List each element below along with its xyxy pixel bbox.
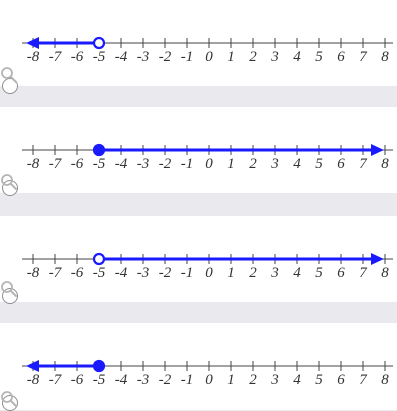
tick-label: 8: [381, 265, 389, 281]
tick-label: -2: [159, 265, 172, 281]
tick-label: 1: [227, 49, 235, 65]
tick-label: 6: [337, 49, 345, 65]
tick-label: -5: [93, 156, 106, 172]
tick-label: 7: [359, 156, 368, 172]
tick-label: 5: [315, 265, 323, 281]
tick-label: 4: [293, 372, 301, 388]
tick-label: 1: [227, 156, 235, 172]
tick-label: -5: [93, 372, 106, 388]
tick-label: -7: [49, 372, 63, 388]
tick-label: -8: [27, 49, 40, 65]
tick-label: -3: [137, 156, 150, 172]
radio-button-option-1[interactable]: [2, 78, 18, 94]
tick-label: -7: [49, 265, 63, 281]
arrow-head: [371, 253, 384, 265]
radio-button-option-2[interactable]: [2, 180, 18, 196]
tick-label: 8: [381, 49, 389, 65]
number-line-graph: -8 -7 -6 -5 -4 -3 -2 -1 0 1 2 3 4 5 6 7 8: [22, 36, 393, 65]
tick-label: -4: [115, 372, 128, 388]
tick-label: 2: [249, 156, 257, 172]
tick-label: -4: [115, 265, 128, 281]
tick-label: -2: [159, 49, 172, 65]
number-line-graph: -8 -7 -6 -5 -4 -3 -2 -1 0 1 2 3 4 5 6 7 8: [22, 143, 393, 172]
tick-label: 5: [315, 372, 323, 388]
open-endpoint: [92, 36, 106, 50]
arrow-head: [26, 37, 39, 49]
tick-label: 7: [359, 265, 368, 281]
answer-option-1[interactable]: -8 -7 -6 -5 -4 -3 -2 -1 0 1 2 3 4 5 6 7 8: [0, 0, 397, 94]
arrow-head: [371, 144, 384, 156]
tick-label: 0: [205, 372, 213, 388]
tick-label: 6: [337, 265, 345, 281]
answer-option-3[interactable]: -8 -7 -6 -5 -4 -3 -2 -1 0 1 2 3 4 5 6 7 8: [0, 216, 397, 304]
arrow-head: [26, 360, 39, 372]
tick-label: -1: [181, 372, 194, 388]
magnifier-icon[interactable]: [0, 390, 18, 408]
closed-endpoint: [92, 143, 106, 157]
tick-label: -1: [181, 156, 194, 172]
tick-label: 7: [359, 49, 368, 65]
tick-label: -7: [49, 49, 63, 65]
answer-option-4[interactable]: -8 -7 -6 -5 -4 -3 -2 -1 0 1 2 3 4 5 6 7 8: [0, 323, 397, 411]
tick-label: -8: [27, 156, 40, 172]
open-endpoint: [92, 252, 106, 266]
magnifier-icon[interactable]: [0, 280, 18, 298]
tick-label: -5: [93, 49, 106, 65]
tick-label: 1: [227, 372, 235, 388]
tick-label: 2: [249, 49, 257, 65]
tick-label: 0: [205, 156, 213, 172]
tick-label: -7: [49, 156, 63, 172]
tick-label: -4: [115, 156, 128, 172]
tick-label: 1: [227, 265, 235, 281]
tick-label: 4: [293, 265, 301, 281]
tick-label: -3: [137, 372, 150, 388]
tick-label: 0: [205, 265, 213, 281]
tick-label: -5: [93, 265, 106, 281]
tick-label: 5: [315, 156, 323, 172]
tick-label: -1: [181, 265, 194, 281]
tick-label: 3: [270, 156, 279, 172]
tick-label: -8: [27, 265, 40, 281]
tick-label: -6: [71, 372, 84, 388]
number-line-graph: -8 -7 -6 -5 -4 -3 -2 -1 0 1 2 3 4 5 6 7 8: [22, 252, 393, 281]
tick-label: -6: [71, 265, 84, 281]
tick-label: 8: [381, 156, 389, 172]
magnifier-icon[interactable]: [0, 173, 18, 191]
tick-label: -4: [115, 49, 128, 65]
tick-label: 3: [270, 372, 279, 388]
tick-label: -6: [71, 49, 84, 65]
tick-label: -2: [159, 156, 172, 172]
tick-label: 2: [249, 265, 257, 281]
number-line-graph: -8 -7 -6 -5 -4 -3 -2 -1 0 1 2 3 4 5 6 7 8: [22, 359, 393, 388]
closed-endpoint: [92, 359, 106, 373]
tick-label: 3: [270, 265, 279, 281]
tick-label: 0: [205, 49, 213, 65]
tick-label: 2: [249, 372, 257, 388]
tick-label: -8: [27, 372, 40, 388]
tick-label: 3: [270, 49, 279, 65]
tick-label: 4: [293, 49, 301, 65]
tick-label: -2: [159, 372, 172, 388]
tick-label: 6: [337, 372, 345, 388]
tick-label: -1: [181, 49, 194, 65]
tick-label: 5: [315, 49, 323, 65]
tick-label: -6: [71, 156, 84, 172]
answer-option-2[interactable]: -8 -7 -6 -5 -4 -3 -2 -1 0 1 2 3 4 5 6 7 8: [0, 107, 397, 196]
tick-label: 4: [293, 156, 301, 172]
tick-label: -3: [137, 265, 150, 281]
tick-label: 6: [337, 156, 345, 172]
tick-label: 7: [359, 372, 368, 388]
tick-label: 8: [381, 372, 389, 388]
tick-label: -3: [137, 49, 150, 65]
magnifier-icon[interactable]: [0, 66, 18, 84]
